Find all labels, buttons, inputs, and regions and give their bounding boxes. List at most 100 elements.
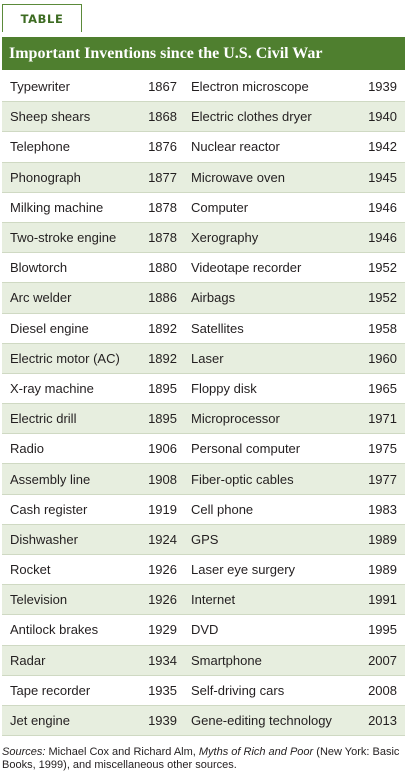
invention-right: Smartphone <box>191 652 262 668</box>
invention-left: Television <box>10 592 68 608</box>
year-right: 1946 <box>368 199 397 215</box>
invention-left: Rocket <box>10 562 51 578</box>
year-left: 1906 <box>148 441 177 457</box>
year-left: 1919 <box>148 501 177 517</box>
year-right: 1995 <box>368 622 397 638</box>
year-right: 1991 <box>368 592 397 608</box>
table-row: Phonograph 1877 Microwave oven 1945 <box>2 162 405 193</box>
table-row: Antilock brakes 1929 DVD 1995 <box>2 615 405 646</box>
table-row: Electric motor (AC) 1892 Laser 1960 <box>2 343 405 374</box>
invention-left: Cash register <box>10 501 88 517</box>
invention-right: Microprocessor <box>191 411 280 427</box>
invention-left: Two-stroke engine <box>10 230 117 246</box>
invention-left: Electric motor (AC) <box>10 350 120 366</box>
year-left: 1934 <box>148 652 177 668</box>
table-row: X-ray machine 1895 Floppy disk 1965 <box>2 373 405 405</box>
table-row: Cash register 1919 Cell phone 1983 <box>2 494 405 525</box>
year-left: 1895 <box>148 380 177 396</box>
year-right: 2007 <box>368 652 397 668</box>
year-left: 1929 <box>148 622 177 638</box>
year-left: 1867 <box>148 79 177 95</box>
year-right: 1971 <box>368 411 397 427</box>
table-row: Jet engine 1939 Gene-editing technology 201… <box>2 705 405 737</box>
year-right: 1952 <box>368 260 397 276</box>
sources-label: Sources: <box>2 746 46 758</box>
sources-book-title: Myths of Rich and Poor <box>198 746 314 758</box>
invention-left: Radio <box>10 441 44 457</box>
invention-right: Personal computer <box>191 441 301 457</box>
invention-left: Diesel engine <box>10 320 89 336</box>
table-row: Tape recorder 1935 Self-driving cars 2008 <box>2 675 405 706</box>
invention-left: Antilock brakes <box>10 622 99 638</box>
table-row: Assembly line 1908 Fiber-optic cables 1977 <box>2 464 405 495</box>
invention-left: Milking machine <box>10 199 104 215</box>
invention-right: Computer <box>191 199 249 215</box>
invention-right: Videotape recorder <box>191 260 302 276</box>
year-left: 1926 <box>148 592 177 608</box>
year-right: 1965 <box>368 380 397 396</box>
table-row: Dishwasher 1924 GPS 1989 <box>2 524 405 555</box>
table-row: Arc welder 1886 Airbags 1952 <box>2 283 405 314</box>
invention-right: Electric clothes dryer <box>191 109 312 125</box>
year-left: 1878 <box>148 199 177 215</box>
year-left: 1868 <box>148 109 177 125</box>
year-left: 1878 <box>148 230 177 246</box>
year-right: 1940 <box>368 109 397 125</box>
invention-right: Laser eye surgery <box>191 562 296 578</box>
year-right: 1942 <box>368 139 397 155</box>
year-right: 1946 <box>368 230 397 246</box>
year-right: 1952 <box>368 290 397 306</box>
invention-right: Gene-editing technology <box>191 713 332 729</box>
year-right: 1960 <box>368 350 397 366</box>
table-row: Radio 1906 Personal computer 1975 <box>2 434 405 465</box>
invention-right: Airbags <box>191 290 236 306</box>
invention-right: Laser <box>191 350 224 366</box>
invention-left: Tape recorder <box>10 682 91 698</box>
table-title: Important Inventions since the U.S. Civi… <box>2 37 405 70</box>
table-row: Rocket 1926 Laser eye surgery 1989 <box>2 555 405 586</box>
year-right: 1939 <box>368 79 397 95</box>
year-right: 1975 <box>368 441 397 457</box>
year-left: 1877 <box>148 169 177 185</box>
invention-right: Satellites <box>191 320 244 336</box>
year-left: 1908 <box>148 471 177 487</box>
year-right: 1945 <box>368 169 397 185</box>
table-row: Milking machine 1878 Computer 1946 <box>2 192 405 223</box>
invention-right: Microwave oven <box>191 169 285 185</box>
year-right: 1989 <box>368 562 397 578</box>
year-left: 1876 <box>148 139 177 155</box>
table-row: Electric drill 1895 Microprocessor 1971 <box>2 404 405 435</box>
year-left: 1892 <box>148 350 177 366</box>
inventions-table: Typewriter 1867 Electron microscope 1939 She… <box>2 72 405 737</box>
year-left: 1939 <box>148 713 177 729</box>
sources-note: Sources: Michael Cox and Richard Alm, My… <box>2 746 405 772</box>
invention-right: Xerography <box>191 230 259 246</box>
table-row: Two-stroke engine 1878 Xerography 1946 <box>2 222 405 254</box>
invention-left: Telephone <box>10 139 70 155</box>
table-row: Diesel engine 1892 Satellites 1958 <box>2 313 405 344</box>
year-right: 1977 <box>368 471 397 487</box>
invention-right: Electron microscope <box>191 79 309 95</box>
table-row: Telephone 1876 Nuclear reactor 1942 <box>2 132 405 163</box>
year-left: 1880 <box>148 260 177 276</box>
table-row: Typewriter 1867 Electron microscope 1939 <box>2 72 405 103</box>
table-row: Sheep shears 1868 Electric clothes dryer 19… <box>2 102 405 133</box>
invention-left: Arc welder <box>10 290 72 306</box>
year-left: 1895 <box>148 411 177 427</box>
table-label: TABLE 11.2 <box>2 4 82 54</box>
invention-right: Internet <box>191 592 236 608</box>
table-row: Radar 1934 Smartphone 2007 <box>2 645 405 676</box>
year-left: 1886 <box>148 290 177 306</box>
invention-left: X-ray machine <box>10 380 94 396</box>
invention-right: Fiber-optic cables <box>191 471 294 487</box>
invention-right: Nuclear reactor <box>191 139 280 155</box>
sources-text-1: Michael Cox and Richard Alm, <box>45 746 199 758</box>
invention-left: Phonograph <box>10 169 81 185</box>
year-right: 2013 <box>368 713 397 729</box>
year-right: 1958 <box>368 320 397 336</box>
invention-right: Cell phone <box>191 501 254 517</box>
year-left: 1924 <box>148 531 177 547</box>
invention-left: Blowtorch <box>10 260 68 276</box>
invention-left: Typewriter <box>10 79 70 95</box>
year-right: 2008 <box>368 682 397 698</box>
